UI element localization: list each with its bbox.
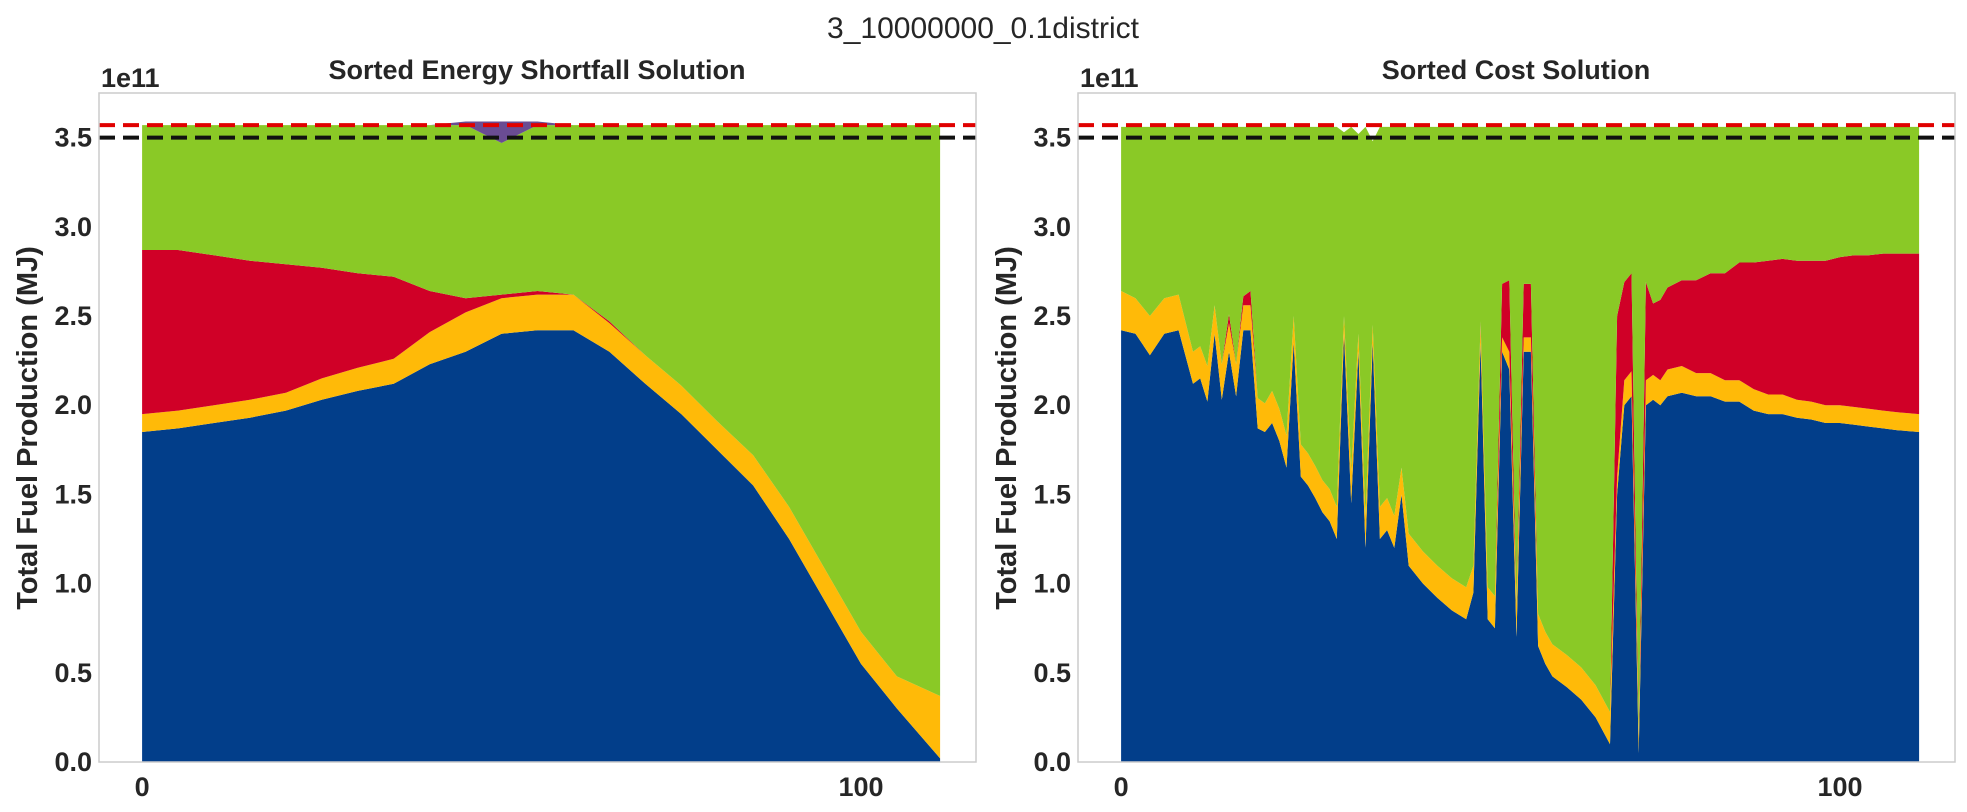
y-tick-label: 0.0: [1033, 747, 1071, 777]
y-axis-label: Total Fuel Production (MJ): [12, 246, 44, 610]
blue-layer: [1121, 330, 1920, 762]
blue-layer: [142, 330, 941, 762]
y-tick-labels: 0.0 0.5 1.0 1.5 2.0 2.5 3.0 3.5: [54, 123, 92, 777]
figure-title: 3_10000000_0.1district: [827, 12, 1140, 45]
plot-frame: [98, 92, 977, 763]
y-offset-label: 1e11: [101, 63, 160, 93]
green-layer: [1121, 126, 1920, 736]
y-tick-label: 1.0: [54, 569, 92, 599]
y-tick-label: 1.5: [54, 479, 92, 509]
area-layers: [1121, 126, 1920, 762]
x-tick-label: 100: [838, 772, 883, 802]
y-tick-label: 2.0: [54, 390, 92, 420]
x-tick-label: 0: [135, 772, 150, 802]
reference-lines: [99, 123, 976, 140]
y-tick-label: 0.0: [54, 747, 92, 777]
x-tick-label: 100: [1817, 772, 1862, 802]
y-offset-label: 1e11: [1080, 63, 1139, 93]
chart-title: Sorted Cost Solution: [1382, 55, 1650, 85]
red-layer: [1121, 253, 1920, 736]
chart-right: Sorted Cost Solution 1e11 Total Fuel Pro…: [991, 55, 1956, 802]
x-tick-labels: 0 100: [1114, 772, 1863, 802]
y-tick-label: 2.0: [1033, 390, 1071, 420]
x-tick-labels: 0 100: [135, 772, 884, 802]
y-tick-label: 3.5: [54, 123, 92, 153]
y-tick-label: 3.0: [54, 212, 92, 242]
red-layer: [142, 250, 941, 696]
green-layer: [142, 125, 941, 697]
reference-lines: [1078, 123, 1955, 140]
y-tick-label: 0.5: [54, 658, 92, 688]
x-tick-label: 0: [1114, 772, 1129, 802]
y-tick-label: 1.0: [1033, 569, 1071, 599]
y-tick-labels: 0.0 0.5 1.0 1.5 2.0 2.5 3.0 3.5: [1033, 123, 1071, 777]
y-axis-label: Total Fuel Production (MJ): [991, 246, 1023, 610]
plot-frame: [1077, 92, 1956, 763]
y-tick-label: 3.5: [1033, 123, 1071, 153]
y-tick-label: 3.0: [1033, 212, 1071, 242]
chart-title: Sorted Energy Shortfall Solution: [328, 55, 745, 85]
area-layers: [142, 121, 941, 762]
y-tick-label: 2.5: [54, 301, 92, 331]
chart-left: Sorted Energy Shortfall Solution 1e11 To…: [12, 55, 977, 802]
y-tick-label: 2.5: [1033, 301, 1071, 331]
y-tick-label: 1.5: [1033, 479, 1071, 509]
y-tick-label: 0.5: [1033, 658, 1071, 688]
